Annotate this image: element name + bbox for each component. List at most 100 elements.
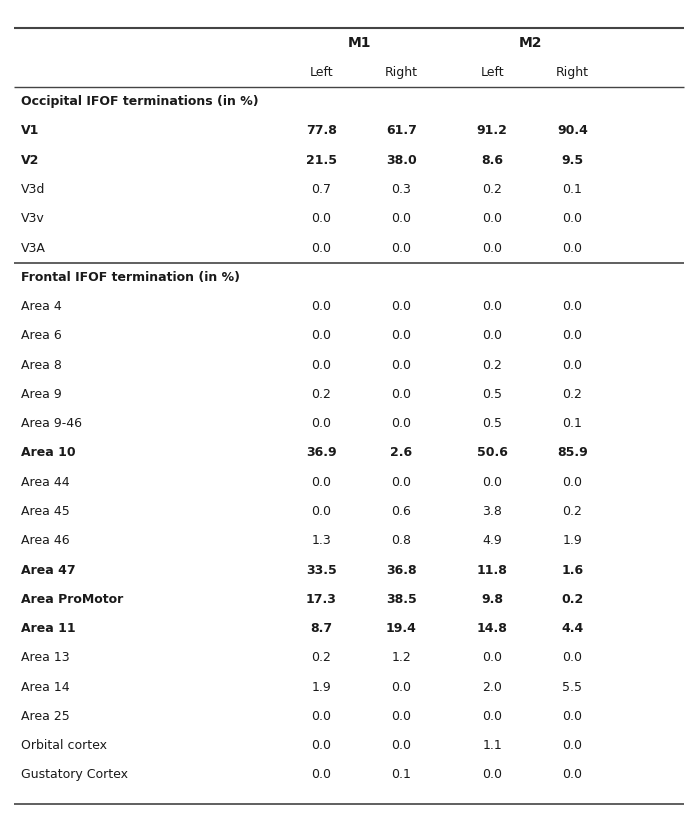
Text: 17.3: 17.3 (306, 593, 336, 606)
Text: 0.2: 0.2 (482, 183, 502, 196)
Text: 0.0: 0.0 (482, 242, 502, 255)
Text: Occipital IFOF terminations (in %): Occipital IFOF terminations (in %) (21, 95, 258, 108)
Text: 0.0: 0.0 (311, 242, 331, 255)
Text: Area 10: Area 10 (21, 446, 75, 459)
Text: 0.0: 0.0 (392, 418, 411, 430)
Text: 77.8: 77.8 (306, 125, 336, 138)
Text: 0.0: 0.0 (392, 359, 411, 372)
Text: 90.4: 90.4 (557, 125, 588, 138)
Text: V2: V2 (21, 154, 39, 167)
Text: 9.8: 9.8 (481, 593, 503, 606)
Text: 0.2: 0.2 (311, 388, 331, 401)
Text: 2.6: 2.6 (390, 446, 413, 459)
Text: Area 8: Area 8 (21, 359, 62, 372)
Text: 0.0: 0.0 (482, 710, 502, 723)
Text: 0.0: 0.0 (392, 212, 411, 225)
Text: 0.1: 0.1 (563, 183, 582, 196)
Text: 0.0: 0.0 (563, 710, 582, 723)
Text: Area 11: Area 11 (21, 622, 75, 635)
Text: 0.0: 0.0 (311, 418, 331, 430)
Text: 0.0: 0.0 (392, 330, 411, 343)
Text: 1.3: 1.3 (311, 534, 331, 547)
Text: 14.8: 14.8 (477, 622, 507, 635)
Text: 0.0: 0.0 (311, 505, 331, 518)
Text: Gustatory Cortex: Gustatory Cortex (21, 768, 128, 781)
Text: 0.7: 0.7 (311, 183, 331, 196)
Text: 33.5: 33.5 (306, 563, 336, 576)
Text: 0.0: 0.0 (311, 300, 331, 313)
Text: 0.0: 0.0 (563, 359, 582, 372)
Text: 21.5: 21.5 (306, 154, 336, 167)
Text: Orbital cortex: Orbital cortex (21, 739, 107, 752)
Text: 8.7: 8.7 (310, 622, 332, 635)
Text: 0.0: 0.0 (563, 651, 582, 664)
Text: Area 25: Area 25 (21, 710, 70, 723)
Text: 0.0: 0.0 (392, 388, 411, 401)
Text: V3v: V3v (21, 212, 45, 225)
Text: 0.0: 0.0 (482, 768, 502, 781)
Text: 9.5: 9.5 (561, 154, 584, 167)
Text: 0.2: 0.2 (482, 359, 502, 372)
Text: 36.8: 36.8 (386, 563, 417, 576)
Text: 1.6: 1.6 (561, 563, 584, 576)
Text: Area 45: Area 45 (21, 505, 70, 518)
Text: 85.9: 85.9 (557, 446, 588, 459)
Text: 4.4: 4.4 (561, 622, 584, 635)
Text: 0.0: 0.0 (482, 330, 502, 343)
Text: 50.6: 50.6 (477, 446, 507, 459)
Text: 0.0: 0.0 (482, 212, 502, 225)
Text: 36.9: 36.9 (306, 446, 336, 459)
Text: 0.0: 0.0 (563, 330, 582, 343)
Text: V1: V1 (21, 125, 39, 138)
Text: 0.0: 0.0 (563, 212, 582, 225)
Text: 0.0: 0.0 (392, 681, 411, 694)
Text: 0.0: 0.0 (563, 475, 582, 488)
Text: 0.1: 0.1 (563, 418, 582, 430)
Text: 5.5: 5.5 (563, 681, 582, 694)
Text: 0.0: 0.0 (311, 212, 331, 225)
Text: 0.2: 0.2 (561, 593, 584, 606)
Text: Area 14: Area 14 (21, 681, 70, 694)
Text: Right: Right (556, 66, 589, 79)
Text: 0.0: 0.0 (563, 300, 582, 313)
Text: Frontal IFOF termination (in %): Frontal IFOF termination (in %) (21, 271, 240, 284)
Text: 1.9: 1.9 (563, 534, 582, 547)
Text: Area ProMotor: Area ProMotor (21, 593, 123, 606)
Text: 1.2: 1.2 (392, 651, 411, 664)
Text: Left: Left (309, 66, 333, 79)
Text: 0.0: 0.0 (392, 475, 411, 488)
Text: Area 9: Area 9 (21, 388, 61, 401)
Text: 1.9: 1.9 (311, 681, 331, 694)
Text: Area 44: Area 44 (21, 475, 70, 488)
Text: 38.5: 38.5 (386, 593, 417, 606)
Text: 0.0: 0.0 (563, 768, 582, 781)
Text: 0.0: 0.0 (311, 739, 331, 752)
Text: 0.8: 0.8 (392, 534, 411, 547)
Text: M2: M2 (519, 36, 542, 50)
Text: Area 4: Area 4 (21, 300, 61, 313)
Text: Area 13: Area 13 (21, 651, 70, 664)
Text: 8.6: 8.6 (481, 154, 503, 167)
Text: Area 6: Area 6 (21, 330, 61, 343)
Text: Area 9-46: Area 9-46 (21, 418, 82, 430)
Text: 0.0: 0.0 (482, 300, 502, 313)
Text: 0.2: 0.2 (311, 651, 331, 664)
Text: 0.6: 0.6 (392, 505, 411, 518)
Text: 11.8: 11.8 (477, 563, 507, 576)
Text: 0.3: 0.3 (392, 183, 411, 196)
Text: 0.0: 0.0 (392, 300, 411, 313)
Text: Left: Left (480, 66, 504, 79)
Text: 0.0: 0.0 (392, 739, 411, 752)
Text: 0.0: 0.0 (311, 330, 331, 343)
Text: 38.0: 38.0 (386, 154, 417, 167)
Text: 2.0: 2.0 (482, 681, 502, 694)
Text: Area 47: Area 47 (21, 563, 75, 576)
Text: 0.2: 0.2 (563, 388, 582, 401)
Text: 0.2: 0.2 (563, 505, 582, 518)
Text: 91.2: 91.2 (477, 125, 507, 138)
Text: 4.9: 4.9 (482, 534, 502, 547)
Text: 61.7: 61.7 (386, 125, 417, 138)
Text: 19.4: 19.4 (386, 622, 417, 635)
Text: 0.0: 0.0 (563, 242, 582, 255)
Text: 0.0: 0.0 (392, 710, 411, 723)
